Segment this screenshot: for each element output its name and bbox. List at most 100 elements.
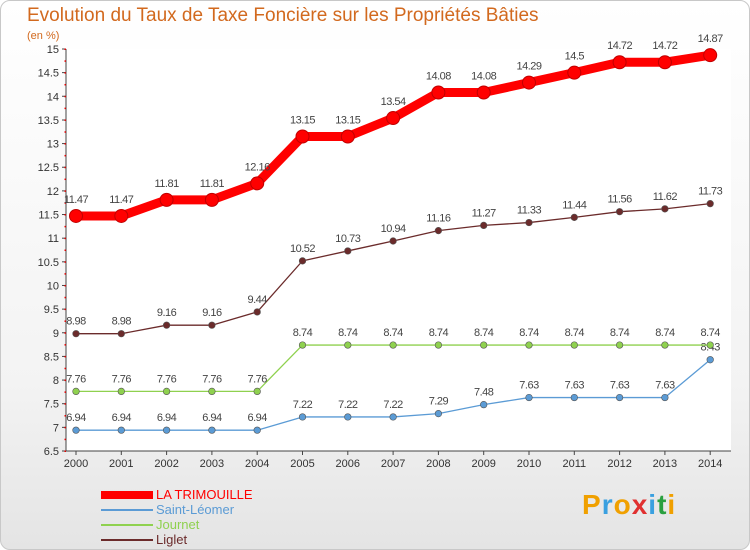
data-point <box>522 75 536 90</box>
logo-letter: t <box>657 489 668 520</box>
y-minor-tick <box>64 284 66 287</box>
y-tick-label: 13 <box>47 139 59 151</box>
data-point <box>72 330 80 338</box>
data-point <box>525 218 533 227</box>
y-minor-tick <box>64 332 66 334</box>
proxiti-logo: Proxiti <box>582 489 676 521</box>
data-point <box>298 413 307 421</box>
y-minor-tick <box>64 273 66 275</box>
data-label: 14.72 <box>652 40 677 52</box>
data-point <box>295 129 310 144</box>
x-tick-label: 2001 <box>109 458 133 470</box>
data-point <box>570 393 578 402</box>
legend-swatch <box>101 490 153 499</box>
data-label: 7.76 <box>202 373 222 385</box>
data-point <box>344 341 352 349</box>
y-minor-tick <box>64 72 66 74</box>
x-tick-label: 2009 <box>471 458 495 470</box>
y-minor-tick <box>64 261 66 263</box>
y-minor-tick <box>64 48 66 50</box>
data-point <box>253 387 261 396</box>
data-label: 8.74 <box>519 327 539 339</box>
y-tick-label: 9.5 <box>44 304 59 316</box>
y-minor-tick <box>64 190 66 192</box>
y-tick-label: 14.5 <box>38 68 59 80</box>
data-label: 8.98 <box>66 316 86 328</box>
data-label: 11.81 <box>154 178 179 190</box>
x-tick-label: 2005 <box>290 458 314 470</box>
x-tick-label: 2004 <box>245 458 269 470</box>
y-tick-label: 15 <box>47 44 59 56</box>
y-minor-tick <box>64 391 66 393</box>
y-tick-label: 8 <box>53 375 59 387</box>
data-point <box>114 208 129 223</box>
data-point <box>208 426 216 434</box>
y-minor-tick <box>64 355 66 358</box>
y-minor-tick <box>64 225 66 228</box>
data-label: 7.22 <box>338 399 358 411</box>
data-label: 6.94 <box>157 412 177 424</box>
data-point <box>72 426 80 434</box>
data-label: 11.62 <box>653 191 678 203</box>
data-label: 8.74 <box>700 327 720 339</box>
x-tick-label: 2002 <box>154 458 178 470</box>
data-point <box>389 237 397 245</box>
data-point <box>117 426 125 434</box>
data-label: 8.74 <box>429 327 449 339</box>
data-point <box>570 341 578 349</box>
y-minor-tick <box>64 131 66 133</box>
y-minor-tick <box>64 107 66 110</box>
x-tick-label: 2012 <box>607 458 631 470</box>
data-label: 11.81 <box>200 178 225 190</box>
legend-label: Liglet <box>156 532 188 547</box>
y-minor-tick <box>64 296 66 299</box>
data-label: 10.52 <box>290 243 315 255</box>
logo-letter: o <box>613 489 632 520</box>
data-label: 12.16 <box>245 161 270 173</box>
data-point <box>434 227 443 235</box>
data-label: 14.5 <box>565 51 585 63</box>
chart-title: Evolution du Taux de Taxe Foncière sur l… <box>27 5 539 26</box>
data-label: 14.72 <box>607 40 632 52</box>
data-point <box>208 387 216 396</box>
data-point <box>661 205 669 213</box>
x-tick-label: 2007 <box>381 458 405 470</box>
x-tick-label: 2003 <box>200 458 224 470</box>
y-minor-tick <box>64 237 66 240</box>
data-point <box>163 321 171 329</box>
y-minor-tick <box>64 154 66 157</box>
x-tick-label: 2013 <box>653 458 677 470</box>
y-minor-tick <box>64 379 66 382</box>
y-tick-label: 11.5 <box>38 210 59 222</box>
y-minor-tick <box>64 249 66 251</box>
data-point <box>657 55 672 70</box>
data-label: 8.74 <box>338 327 358 339</box>
data-label: 11.27 <box>472 207 497 219</box>
logo-letter: P <box>582 489 602 520</box>
data-label: 7.63 <box>655 380 675 392</box>
data-label: 11.47 <box>109 194 134 206</box>
data-label: 8.98 <box>112 316 132 328</box>
data-label: 7.63 <box>565 380 585 392</box>
data-point <box>476 85 491 100</box>
y-tick-label: 13.5 <box>38 115 59 127</box>
y-minor-tick <box>64 95 66 98</box>
data-point <box>480 401 488 409</box>
data-label: 7.76 <box>247 373 267 385</box>
y-minor-tick <box>64 415 66 417</box>
y-minor-tick <box>64 178 66 181</box>
data-point <box>340 129 355 144</box>
data-point <box>69 208 83 223</box>
data-label: 6.94 <box>247 412 267 424</box>
y-minor-tick <box>64 426 66 429</box>
data-label: 10.94 <box>381 223 406 235</box>
data-point <box>204 192 219 207</box>
data-point <box>615 341 624 349</box>
x-tick-label: 2010 <box>517 458 541 470</box>
data-label: 10.73 <box>335 233 360 245</box>
data-point <box>208 321 216 329</box>
data-label: 9.16 <box>202 307 222 319</box>
data-label: 11.16 <box>426 213 451 225</box>
data-label: 13.54 <box>381 96 406 108</box>
